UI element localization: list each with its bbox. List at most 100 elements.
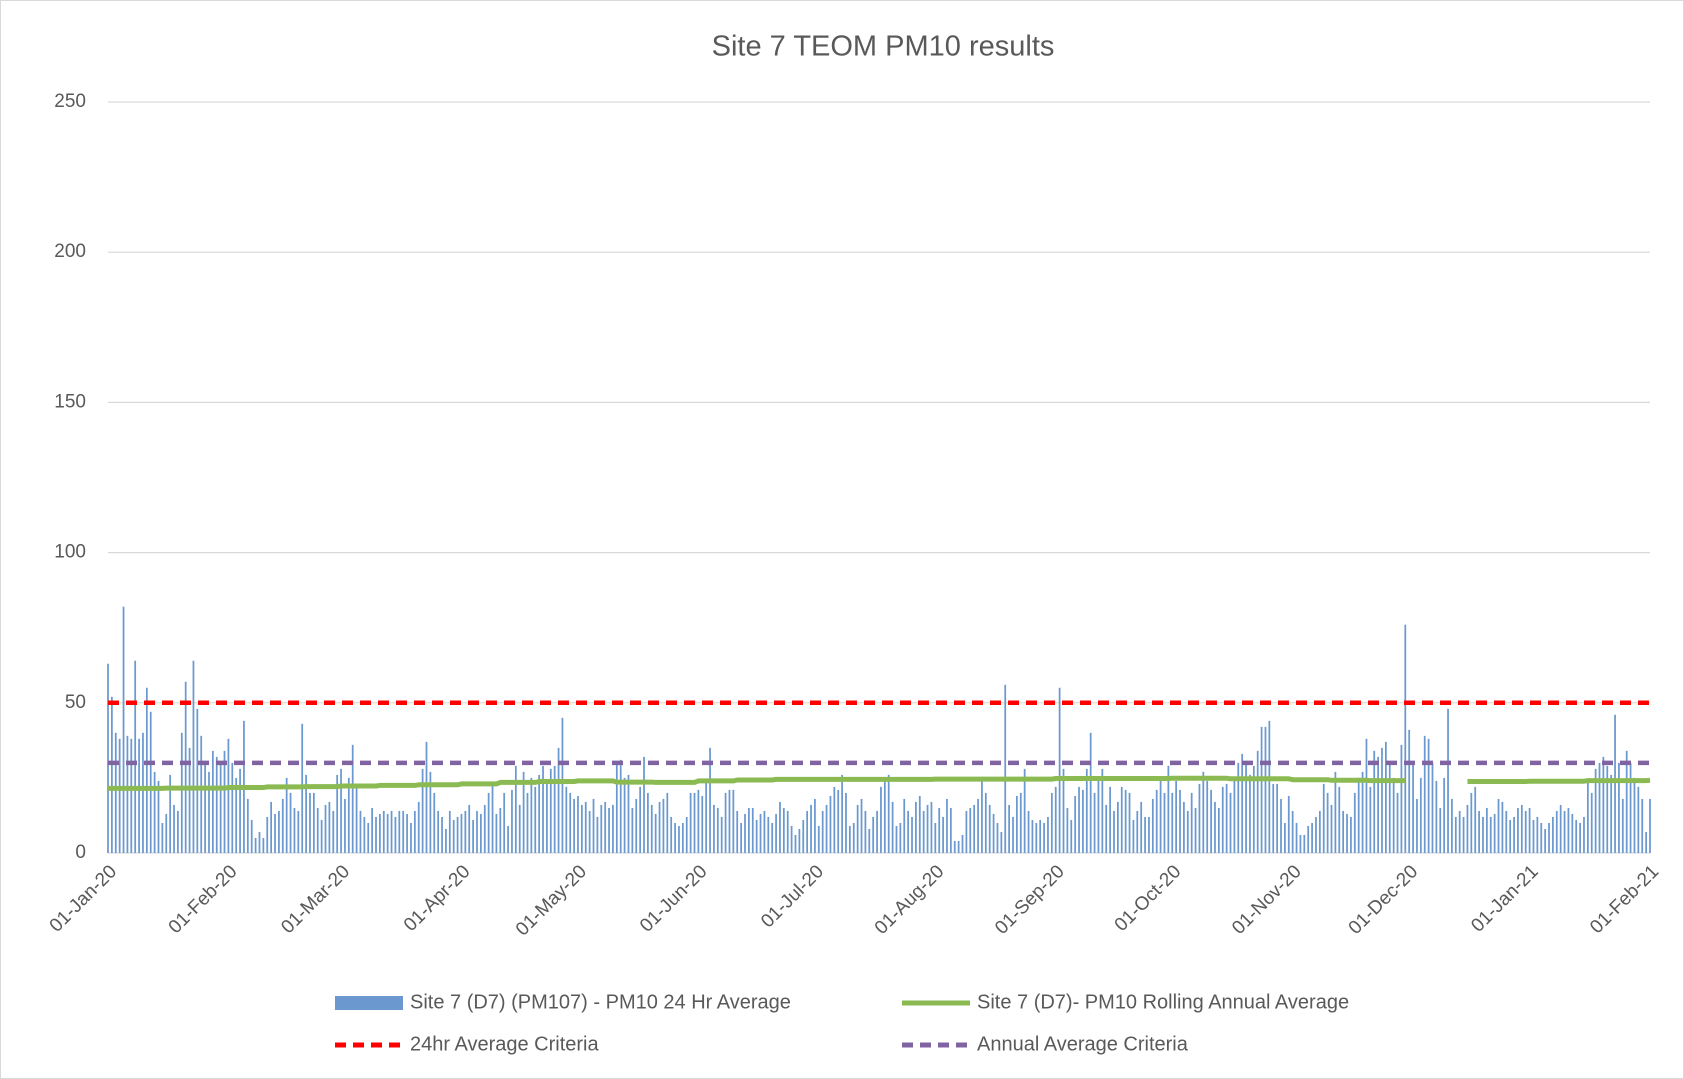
bar [1307,825,1310,853]
bar [977,798,979,853]
bar [868,828,871,853]
bar [114,732,117,853]
bar [969,807,972,853]
y-tick-label: 0 [75,842,86,863]
bar [1287,795,1290,853]
bar [1252,765,1255,853]
bar [771,822,774,853]
bar [153,771,156,853]
bar [363,816,366,853]
bar [685,816,688,853]
bar [340,768,342,853]
bar [1524,810,1527,853]
bar [177,810,179,853]
bar [1536,816,1539,853]
bar [1140,801,1143,853]
bar [208,771,210,853]
bar [580,804,583,853]
legend-label: Site 7 (D7)- PM10 Rolling Annual Average [977,991,1349,1013]
bar [1163,792,1166,853]
bar [1284,822,1286,853]
bar [1101,768,1104,853]
bar [1509,819,1512,853]
bar [744,813,746,853]
bar [410,822,412,853]
bar [281,798,284,853]
bar [1124,789,1127,853]
bar [1202,771,1205,853]
bar [1330,804,1333,853]
bar [1035,822,1038,853]
bar [1427,738,1430,853]
bar [157,780,160,853]
bar [1365,738,1368,853]
bar [883,780,886,853]
bar [138,738,140,853]
bar [1019,792,1022,853]
bar [1350,816,1352,853]
bar [1058,687,1061,853]
bar [351,744,354,853]
bar [1190,792,1193,853]
bar [608,807,610,853]
bar [355,786,358,853]
bar [592,798,595,853]
bar [798,828,801,853]
bar [1260,726,1263,853]
bar [561,717,564,853]
bar [1210,789,1212,853]
bar [542,765,544,853]
bar [375,816,377,853]
bar [402,810,405,853]
bar [1198,783,1201,853]
bar [876,810,878,853]
bar [1050,792,1053,853]
bar [518,804,521,853]
bar [681,822,684,853]
bar [258,831,261,853]
bar [1299,834,1302,853]
bar [394,816,397,853]
bar [448,810,451,853]
bar [1047,816,1049,853]
bar [126,735,129,853]
bar [359,810,362,853]
bar [577,795,579,853]
bar [1451,798,1453,853]
y-tick-label: 100 [54,542,86,563]
bar [938,807,941,853]
bar [1097,777,1100,853]
bar [1641,798,1644,853]
bar [604,801,607,853]
bar [697,789,700,853]
bar [1629,762,1632,853]
bar [1346,813,1348,853]
bar [1439,807,1442,853]
bar [701,795,704,853]
bar [239,768,241,853]
bar [491,783,494,853]
bar [231,762,234,853]
bar [1175,780,1178,853]
bar [1466,804,1469,853]
bar [1217,807,1220,853]
bar [957,840,960,853]
bar [1532,819,1535,853]
bar [1023,768,1026,853]
bar [1552,816,1554,853]
bar [988,804,991,853]
bar [262,837,265,853]
bar [1214,801,1216,853]
bar [390,810,393,853]
bar [930,801,933,853]
bar [615,762,618,853]
bar [1517,807,1519,853]
bar [1085,768,1088,853]
bar [674,822,676,853]
bar [1606,765,1609,853]
bar [1225,783,1228,853]
bar [398,810,401,853]
bar [1544,828,1547,853]
bar [344,798,346,853]
